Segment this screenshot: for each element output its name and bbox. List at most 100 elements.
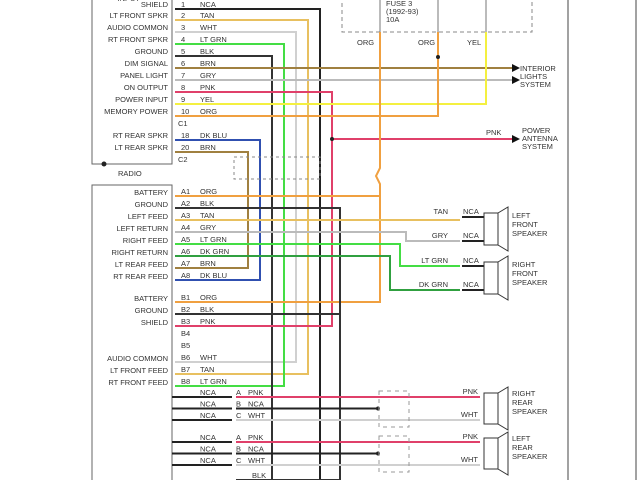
pin-number: 10 bbox=[181, 107, 189, 116]
speaker-label: REAR bbox=[512, 398, 533, 407]
wire-color-label: PNK bbox=[463, 387, 478, 396]
wire-color-label: PNK bbox=[463, 432, 478, 441]
terminal-label: NCA bbox=[463, 280, 479, 289]
wire-color-label: PNK bbox=[486, 128, 501, 137]
pin-number: B bbox=[236, 445, 241, 454]
speaker-label: REAR bbox=[512, 443, 533, 452]
pin-number: B3 bbox=[181, 317, 190, 326]
wire-color-label: NCA bbox=[200, 456, 216, 465]
wire-color-label: GRY bbox=[432, 231, 448, 240]
pin-number: A4 bbox=[181, 223, 190, 232]
wire-color-label: LT GRN bbox=[200, 35, 227, 44]
pin-number: 1 bbox=[181, 0, 185, 9]
pin-number: B4 bbox=[181, 329, 190, 338]
wire-color-label: PNK bbox=[248, 433, 263, 442]
arrow-icon bbox=[512, 76, 520, 84]
wire-lt-grn bbox=[175, 43, 285, 387]
wire-color-label: GRY bbox=[200, 223, 216, 232]
wire-color-label: DK BLU bbox=[200, 131, 227, 140]
wire-color-label: PNK bbox=[200, 83, 215, 92]
wire-color-label: PNK bbox=[200, 317, 215, 326]
wire-color-label: BRN bbox=[200, 259, 216, 268]
wire-color-label: TAN bbox=[434, 207, 448, 216]
pin-number: 3 bbox=[181, 23, 185, 32]
terminal-label: NCA bbox=[463, 256, 479, 265]
pin-number: A bbox=[236, 433, 241, 442]
pin-function-label: SHIELD bbox=[141, 0, 169, 9]
wire-color-label: BRN bbox=[200, 59, 216, 68]
pin-number: B1 bbox=[181, 293, 190, 302]
speaker-label: RIGHT bbox=[512, 389, 536, 398]
speaker-label: SPEAKER bbox=[512, 407, 548, 416]
speaker-icon bbox=[483, 392, 499, 425]
amplifier-box bbox=[91, 184, 173, 480]
pin-number: C bbox=[236, 411, 242, 420]
wire-color-label: NCA bbox=[200, 445, 216, 454]
wire-lt-grn-right-feed bbox=[175, 243, 460, 267]
pin-function-label: AUDIO COMMON bbox=[107, 23, 168, 32]
pin-function-label: BATTERY bbox=[134, 188, 168, 197]
wire-color-label: BRN bbox=[200, 143, 216, 152]
pin-function-label: GROUND bbox=[135, 47, 169, 56]
wire-color-label: LT GRN bbox=[200, 377, 227, 386]
pin-number: 4 bbox=[181, 35, 185, 44]
pin-function-label: RIGHT FEED bbox=[123, 236, 169, 245]
terminal-label: NCA bbox=[463, 231, 479, 240]
wire-color-label: WHT bbox=[248, 456, 265, 465]
speaker-label: FRONT bbox=[512, 220, 538, 229]
wire-color-label: NCA bbox=[200, 411, 216, 420]
wire-color-label: NCA bbox=[200, 0, 216, 9]
pin-function-label: RT FRONT SPKR bbox=[108, 35, 169, 44]
speaker-cone-icon bbox=[497, 206, 509, 252]
speaker-icon bbox=[483, 212, 499, 246]
pin-function-label: RT REAR SPKR bbox=[113, 131, 169, 140]
terminal-label: NCA bbox=[463, 207, 479, 216]
speaker-label: SPEAKER bbox=[512, 452, 548, 461]
pin-function-label: POWER INPUT bbox=[115, 95, 168, 104]
fuse-label: (1992-93) bbox=[386, 7, 419, 16]
arrow-icon bbox=[512, 64, 520, 72]
pin-number: A5 bbox=[181, 235, 190, 244]
wire-color-label: ORG bbox=[357, 38, 374, 47]
pin-function-label: LT REAR SPKR bbox=[115, 143, 169, 152]
pin-number: 7 bbox=[181, 71, 185, 80]
wire-brn bbox=[175, 151, 249, 269]
pin-function-label: AUDIO COMMON bbox=[107, 354, 168, 363]
speaker-icon bbox=[483, 437, 499, 470]
speaker-label: LEFT bbox=[512, 211, 531, 220]
arrow-icon bbox=[512, 135, 520, 143]
pin-number: B2 bbox=[181, 305, 190, 314]
wire-color-label: BLK bbox=[200, 305, 214, 314]
pin-function-label: LEFT RETURN bbox=[116, 224, 168, 233]
wire-color-label: GRY bbox=[200, 71, 216, 80]
fuse-block bbox=[341, 0, 533, 33]
splice-dot bbox=[436, 55, 440, 59]
speaker-label: RIGHT bbox=[512, 260, 536, 269]
wire-color-label: YEL bbox=[467, 38, 481, 47]
pin-number: A bbox=[236, 388, 241, 397]
pin-number: B8 bbox=[181, 377, 190, 386]
wire-color-label: TAN bbox=[200, 365, 214, 374]
wire-color-label: DK BLU bbox=[200, 271, 227, 280]
speaker-cone-icon bbox=[497, 255, 509, 301]
pin-function-label: ON OUTPUT bbox=[124, 83, 169, 92]
pin-number: A2 bbox=[181, 199, 190, 208]
wire-blk-ground bbox=[175, 207, 341, 480]
pin-number: 8 bbox=[181, 83, 185, 92]
wire-color-label: TAN bbox=[200, 11, 214, 20]
wire-color-label: NCA bbox=[200, 400, 216, 409]
wire-blk bbox=[175, 55, 273, 480]
shield-marker bbox=[378, 435, 410, 473]
radio-box bbox=[91, 0, 173, 165]
destination-label: LIGHTS bbox=[520, 72, 547, 81]
speaker-cone-icon bbox=[497, 431, 509, 476]
pin-function-label: LEFT FEED bbox=[128, 212, 169, 221]
pin-function-label: DIM SIGNAL bbox=[125, 59, 168, 68]
destination-label: INTERIOR bbox=[520, 64, 556, 73]
pin-function-label: PANEL LIGHT bbox=[120, 71, 168, 80]
speaker-label: FRONT bbox=[512, 269, 538, 278]
radio-label: RADIO bbox=[118, 169, 142, 178]
shield-marker bbox=[233, 156, 321, 180]
wire-color-label: BLK bbox=[200, 47, 214, 56]
